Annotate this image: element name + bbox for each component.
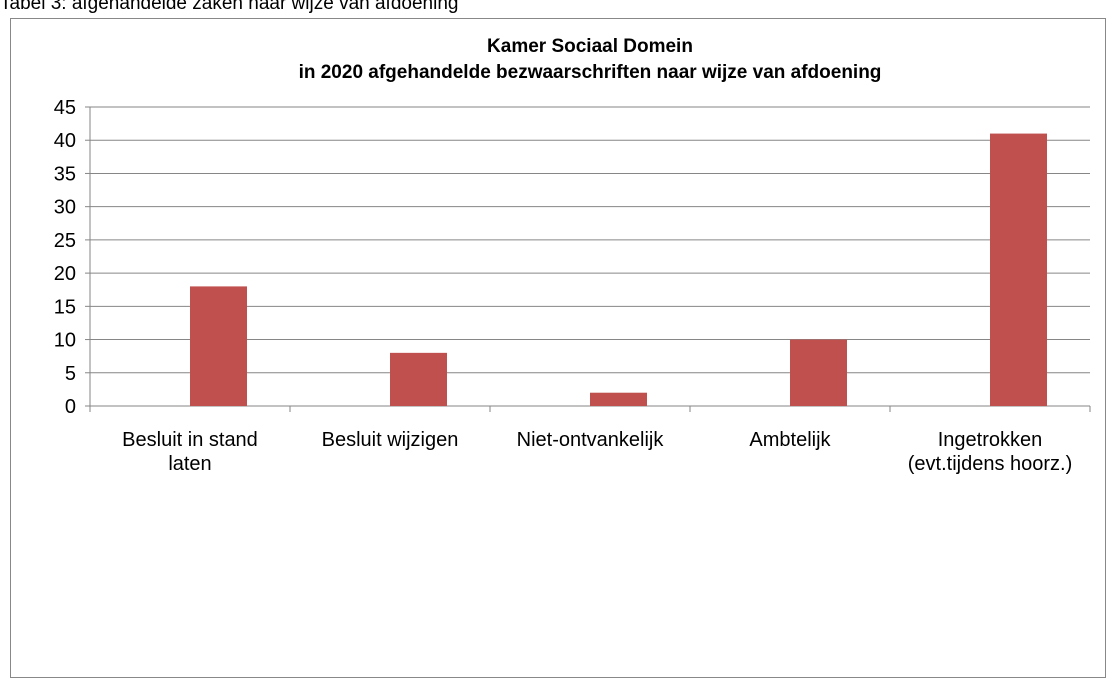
chart-subtitle: in 2020 afgehandelde bezwaarschriften na… <box>299 62 882 83</box>
bar <box>790 339 847 406</box>
caption: Tabel 3: afgehandelde zaken naar wijze v… <box>0 0 459 14</box>
y-tick-label: 25 <box>54 230 76 252</box>
bar <box>390 352 447 406</box>
x-tick-label: Besluit wijzigen <box>321 429 459 451</box>
bar <box>590 392 647 406</box>
bar <box>190 286 247 406</box>
x-tick-label: Besluit in stand laten <box>122 429 258 475</box>
y-tick-label: 5 <box>65 363 76 385</box>
y-tick-label: 40 <box>54 130 76 152</box>
x-tick-label: Ambtelijk <box>749 429 831 451</box>
y-tick-label: 10 <box>54 330 76 352</box>
y-tick-label: 35 <box>54 163 76 185</box>
x-tick-label: Ingetrokken (evt.tijdens hoorz.) <box>907 429 1073 475</box>
y-tick-label: 20 <box>54 263 76 285</box>
y-tick-label: 15 <box>54 296 76 318</box>
bar <box>990 133 1047 407</box>
y-tick-label: 30 <box>54 197 76 219</box>
y-tick-label: 0 <box>65 396 76 418</box>
chart-title: Kamer Sociaal Domein <box>487 36 693 57</box>
x-tick-label: Niet-ontvankelijk <box>516 429 664 451</box>
y-tick-label: 45 <box>54 97 76 119</box>
